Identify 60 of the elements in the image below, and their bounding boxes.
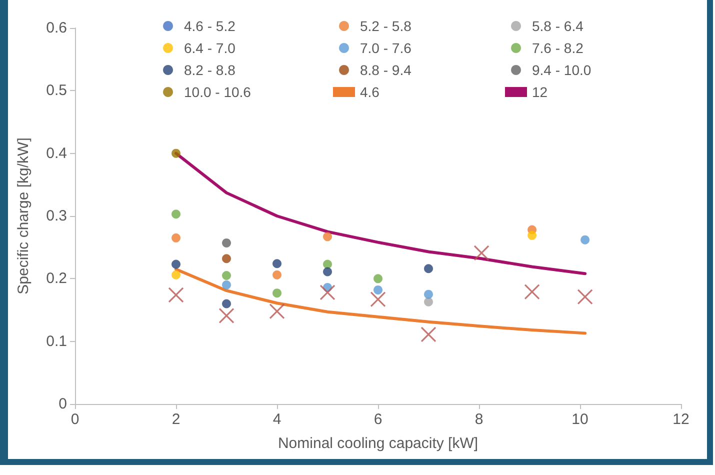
- legend-label: 5.8 - 6.4: [532, 18, 584, 34]
- point: [272, 270, 282, 280]
- point: [172, 210, 180, 219]
- point: [172, 148, 180, 158]
- legend-label: 9.4 - 10.0: [532, 62, 592, 78]
- point: [424, 290, 433, 299]
- y-tick-label: 0.6: [46, 20, 67, 36]
- point: [172, 233, 180, 242]
- point: [222, 238, 231, 248]
- x-tick-label: 12: [672, 411, 690, 428]
- y-tick-label: 0.3: [46, 208, 67, 224]
- point: [222, 271, 231, 280]
- point: [577, 289, 593, 305]
- y-tick-label: 0.4: [46, 144, 67, 162]
- point: [168, 287, 184, 303]
- point: [218, 308, 234, 324]
- point: [222, 299, 231, 308]
- y-tick-label: 0.1: [46, 332, 67, 350]
- point: [474, 245, 490, 261]
- point: [424, 264, 433, 274]
- point: [420, 326, 436, 342]
- y-tick-label: 0.2: [46, 270, 67, 288]
- point: [374, 274, 382, 284]
- point: [370, 292, 386, 308]
- point: [269, 303, 285, 320]
- x-tick-label: 10: [572, 411, 588, 428]
- x-tick-label: 0: [70, 411, 80, 428]
- point: [320, 284, 336, 300]
- legend-label: 6.4 - 7.0: [184, 40, 236, 56]
- legend-label: 4.6: [360, 84, 380, 100]
- point: [528, 230, 537, 240]
- x-tick-label: 6: [374, 411, 382, 428]
- point: [323, 267, 332, 276]
- point: [172, 270, 180, 280]
- legend-label: 4.6 - 5.2: [184, 18, 236, 34]
- legend-label: 12: [532, 84, 548, 100]
- point: [580, 235, 590, 244]
- point: [272, 259, 282, 268]
- point: [524, 284, 540, 300]
- x-tick-label: 2: [172, 411, 180, 428]
- point: [323, 232, 332, 242]
- y-tick-label: 0.5: [46, 82, 67, 100]
- x-tick-label: 4: [272, 411, 282, 428]
- point: [374, 285, 382, 294]
- point: [424, 297, 433, 306]
- legend-label: 8.8 - 9.4: [360, 62, 412, 78]
- legend-label: 10.0 - 10.6: [184, 84, 252, 100]
- y-axis-title: Specific charge [kg/kW]: [15, 138, 32, 294]
- legend-label: 8.2 - 8.8: [184, 62, 236, 78]
- x-axis-title: Nominal cooling capacity [kW]: [278, 435, 478, 452]
- point: [222, 280, 231, 290]
- point: [323, 260, 332, 269]
- x-tick-label: 8: [474, 411, 484, 428]
- legend-label: 7.0 - 7.6: [360, 40, 412, 56]
- point: [272, 288, 282, 298]
- point: [222, 254, 231, 264]
- legend-label: 5.2 - 5.8: [360, 18, 412, 34]
- legend-label: 7.6 - 8.2: [532, 40, 584, 56]
- y-tick-label: 0: [58, 396, 67, 412]
- point: [172, 260, 180, 269]
